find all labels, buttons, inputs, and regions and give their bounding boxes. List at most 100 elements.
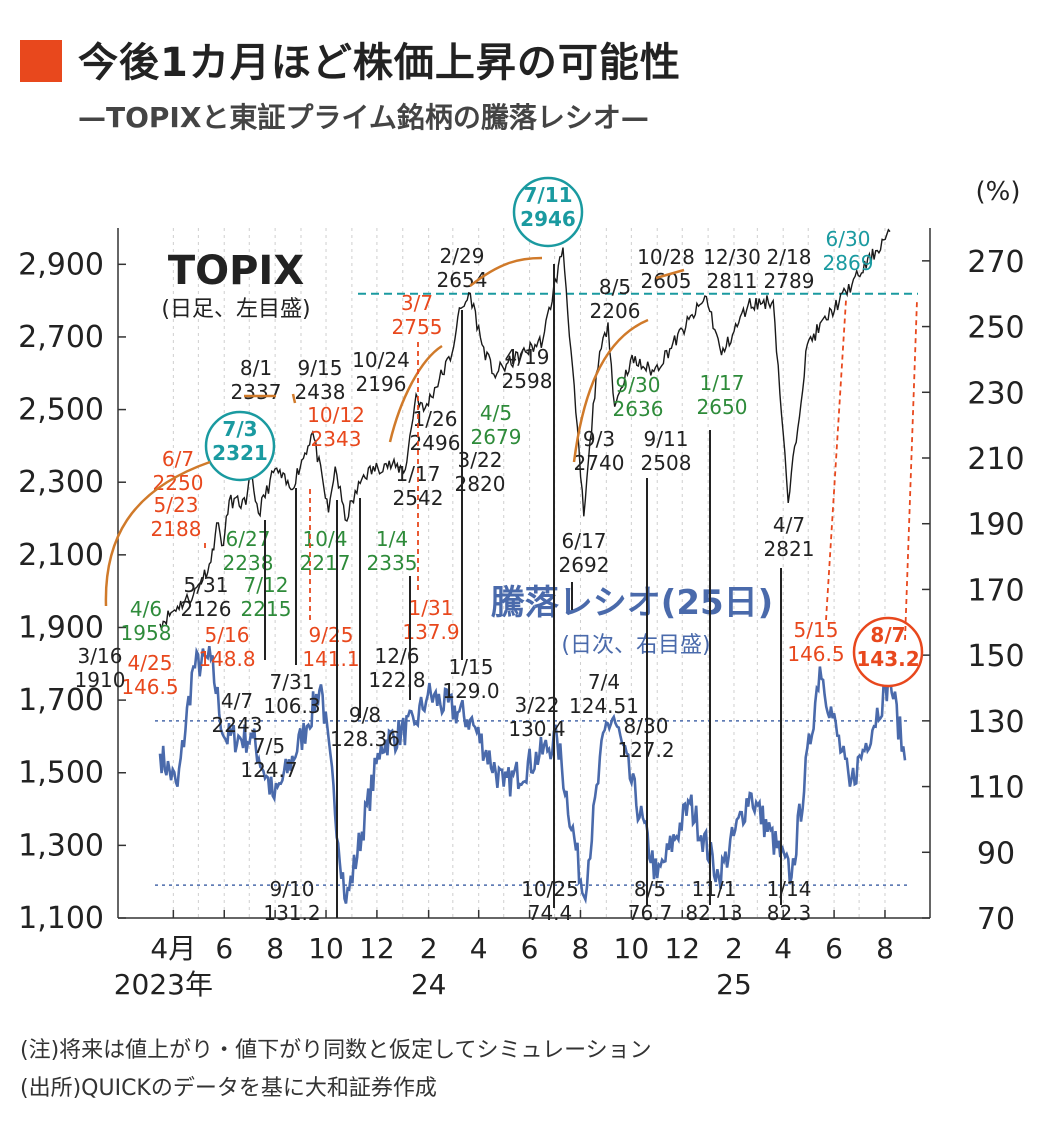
annotation-label: 2/18	[767, 245, 812, 269]
x-axis-month-label: 10	[614, 932, 650, 965]
source-line: (出所)QUICKのデータを基に大和証券作成	[20, 1076, 437, 1101]
x-axis-month-label: 8	[266, 932, 284, 965]
annotation-label: 148.8	[198, 647, 255, 671]
topix-series-label: TOPIX	[168, 248, 304, 294]
annotation-label: 1958	[121, 621, 172, 645]
trend-arrow	[469, 256, 543, 287]
right-axis-tick-label: 70	[977, 902, 1015, 937]
annotation-label: 6/30	[826, 227, 871, 251]
annotation-label: 9/10	[270, 877, 315, 901]
annotation-label: 129.0	[442, 679, 499, 703]
x-axis-month-label: 8	[876, 932, 894, 965]
annotation-label: 1/14	[767, 877, 812, 901]
annotation-label: 2196	[356, 372, 407, 396]
annotation-label: 124.7	[240, 758, 297, 782]
annotation-label: 2/29	[440, 244, 485, 268]
x-axis-month-label: 12	[664, 932, 700, 965]
annotation-label: 10/25	[521, 877, 579, 901]
annotation-label: 1/31	[409, 596, 454, 620]
annotation-label: 1/15	[449, 655, 494, 679]
dashed-pointer	[825, 299, 847, 621]
annotation-label: 2692	[559, 553, 610, 577]
right-axis-tick-label: 170	[967, 573, 1024, 608]
annotation-label: 7/5	[253, 734, 285, 758]
title-accent-square	[20, 40, 62, 82]
annotation-label: 5/23	[154, 493, 199, 517]
annotation-label: 2755	[392, 315, 443, 339]
annotation-label: 8/5	[634, 877, 666, 901]
annotation-label: 4/7	[773, 513, 805, 537]
annotation-label: 11/1	[692, 877, 737, 901]
annotation-label: 2335	[367, 551, 418, 575]
annotation-label: 2679	[471, 425, 522, 449]
x-axis-month-label: 8	[572, 932, 590, 965]
ratio-series-sublabel: (日次、右目盛)	[561, 633, 710, 658]
x-axis-month-label: 6	[825, 932, 843, 965]
annotation-label: 2650	[697, 395, 748, 419]
left-axis-tick-label: 1,300	[18, 828, 104, 863]
annotation-label: 2598	[502, 369, 553, 393]
right-axis-tick-label: 90	[977, 836, 1015, 871]
annotation-label: 141.1	[302, 647, 359, 671]
annotation-label: 7/3	[222, 417, 257, 441]
annotation-label: 2337	[231, 380, 282, 404]
annotation-label: 4/25	[128, 651, 173, 675]
annotation-label: 2811	[707, 269, 758, 293]
annotation-label: 2438	[295, 380, 346, 404]
annotation-label: 5/31	[184, 573, 229, 597]
x-axis-month-label: 4月	[150, 932, 196, 965]
annotation-label: 130.4	[508, 717, 565, 741]
annotation-label: 7/31	[270, 670, 315, 694]
x-axis-year-label: 24	[411, 968, 447, 1001]
annotation-label: 5/15	[794, 618, 839, 642]
annotation-circle	[512, 176, 584, 248]
right-axis-tick-label: 230	[967, 376, 1024, 411]
annotation-label: 122.8	[368, 668, 425, 692]
annotation-label: 1/26	[413, 407, 458, 431]
annotation-label: 2243	[212, 713, 263, 737]
annotation-label: 2188	[151, 517, 202, 541]
x-axis-month-label: 2	[420, 932, 438, 965]
annotation-label: 4/7	[221, 689, 253, 713]
annotation-label: 4/5	[480, 401, 512, 425]
annotation-label: 9/11	[644, 427, 689, 451]
annotation-label: 3/22	[515, 693, 560, 717]
topix-line	[159, 228, 891, 630]
annotation-label: 1/17	[700, 371, 745, 395]
annotation-label: 2636	[613, 397, 664, 421]
annotation-label: 3/7	[401, 291, 433, 315]
annotation-label: 10/12	[307, 403, 365, 427]
annotation-label: 9/15	[298, 356, 343, 380]
left-axis-tick-label: 2,700	[18, 320, 104, 355]
left-axis-tick-label: 1,900	[18, 610, 104, 645]
annotation-label: 2789	[764, 269, 815, 293]
annotation-label: 74.4	[528, 901, 573, 925]
annotation-label: 10/28	[637, 245, 695, 269]
annotation-label: 12/30	[703, 245, 761, 269]
trend-arrow	[291, 393, 297, 404]
annotation-label: 82.3	[767, 901, 812, 925]
x-axis-month-label: 4	[470, 932, 488, 965]
annotation-label: 7/4	[588, 670, 620, 694]
annotation-label: 137.9	[402, 620, 459, 644]
x-axis-month-label: 12	[359, 932, 395, 965]
x-axis-month-label: 2	[725, 932, 743, 965]
annotation-label: 2206	[590, 299, 641, 323]
annotation-label: 2126	[181, 597, 232, 621]
right-axis-tick-label: 150	[967, 639, 1024, 674]
annotation-label: 9/3	[583, 427, 615, 451]
annotation-label: 1/17	[396, 462, 441, 486]
annotation-label: 3/22	[458, 448, 503, 472]
annotation-label: 1/4	[376, 527, 408, 551]
annotation-label: 3/16	[78, 644, 123, 668]
annotation-label: 9/25	[309, 623, 354, 647]
annotation-label: 6/7	[162, 447, 194, 471]
trend-arrow	[572, 318, 649, 463]
left-axis-tick-label: 2,100	[18, 538, 104, 573]
annotation-label: 5/16	[205, 623, 250, 647]
chart-notes: (注)将来は値上がり・値下がり同数と仮定してシミュレーション (出所)QUICK…	[20, 1032, 652, 1108]
chart-title: 今後1カ月ほど株価上昇の可能性	[78, 40, 681, 86]
annotation-label: 143.2	[856, 647, 919, 671]
annotation-label: 12/6	[375, 644, 420, 668]
annotation-label: 2820	[455, 472, 506, 496]
